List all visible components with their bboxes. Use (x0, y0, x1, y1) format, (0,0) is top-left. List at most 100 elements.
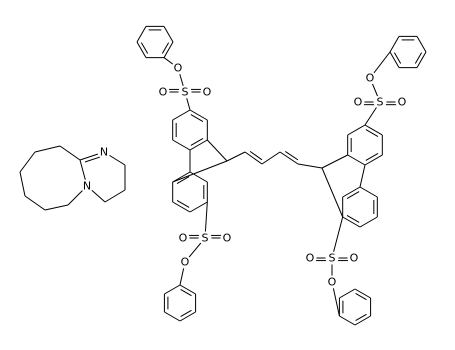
bond (359, 216, 378, 228)
bond (416, 36, 427, 53)
label-mask (395, 95, 409, 109)
bond (416, 51, 427, 68)
bond (321, 154, 348, 169)
bond (136, 41, 147, 58)
bond (189, 109, 208, 121)
atom-label: O (306, 252, 315, 265)
atom-label: N (83, 180, 91, 193)
bond (355, 292, 367, 301)
bond (244, 151, 263, 165)
bond (347, 154, 366, 166)
label-mask (325, 251, 339, 265)
label-mask (220, 231, 234, 245)
bond (190, 114, 204, 122)
label-mask (178, 255, 192, 269)
bond (389, 36, 400, 53)
bond (172, 171, 191, 183)
label-mask (200, 85, 214, 99)
bond (84, 155, 102, 163)
bond (365, 153, 379, 161)
bond (414, 52, 423, 64)
label-mask (347, 251, 361, 265)
bond (161, 42, 170, 54)
atom-label: O (159, 86, 168, 99)
bond (365, 129, 379, 137)
bond (249, 150, 263, 161)
bond (206, 139, 228, 162)
bond (297, 163, 323, 169)
atom-label: O (350, 252, 359, 265)
bond (393, 52, 402, 64)
bond (179, 311, 196, 322)
bond (354, 315, 371, 326)
bond (163, 41, 174, 58)
bond (279, 151, 299, 165)
atom-label: O (328, 276, 337, 289)
bond (331, 216, 344, 259)
bond (19, 171, 26, 197)
bond (189, 139, 208, 151)
bond (172, 109, 191, 121)
label-mask (363, 71, 377, 85)
bond (44, 204, 69, 211)
bond (176, 200, 190, 208)
atom-label: O (179, 232, 188, 245)
label-mask (198, 231, 212, 245)
bond (176, 176, 190, 184)
bond (189, 201, 208, 213)
atom-label: N (100, 146, 108, 159)
bond (339, 288, 356, 299)
bond (359, 186, 378, 198)
bond (346, 191, 360, 199)
bond (180, 309, 192, 318)
bond (104, 189, 126, 203)
bond (180, 288, 192, 297)
atom-label: S (329, 252, 336, 265)
bond (172, 201, 191, 213)
atom-label: O (181, 256, 190, 269)
bond (347, 124, 366, 136)
bond (19, 151, 36, 173)
bond (34, 145, 61, 153)
bond (355, 313, 367, 322)
label-mask (303, 251, 317, 265)
bonds (19, 25, 427, 326)
bond (389, 51, 400, 68)
bond (364, 124, 383, 136)
atom-label: S (377, 96, 384, 109)
atom-label: O (354, 96, 363, 109)
label-mask (80, 179, 94, 193)
bond (354, 288, 371, 299)
label-mask (176, 231, 190, 245)
bond (285, 151, 299, 161)
bond (163, 26, 174, 43)
bond (164, 284, 181, 295)
bond (339, 315, 356, 326)
bond (172, 160, 228, 183)
bond (342, 186, 361, 198)
label-mask (156, 85, 170, 99)
bond (179, 284, 196, 295)
label-mask (171, 61, 185, 75)
bond (359, 164, 366, 188)
bond (261, 151, 281, 165)
bond (364, 154, 383, 166)
bond (59, 145, 81, 161)
bond (172, 139, 191, 151)
bond (226, 151, 246, 162)
label-mask (351, 95, 365, 109)
atom-label: S (202, 232, 209, 245)
label-mask (97, 145, 111, 159)
bond (189, 171, 208, 183)
bond (24, 195, 46, 211)
bond (342, 216, 361, 228)
atom-label: O (366, 72, 375, 85)
atom-label: O (223, 232, 232, 245)
atom-label: O (174, 62, 183, 75)
bond (140, 42, 149, 54)
label-mask (325, 275, 339, 289)
label-mask (373, 95, 387, 109)
bond (136, 26, 147, 43)
